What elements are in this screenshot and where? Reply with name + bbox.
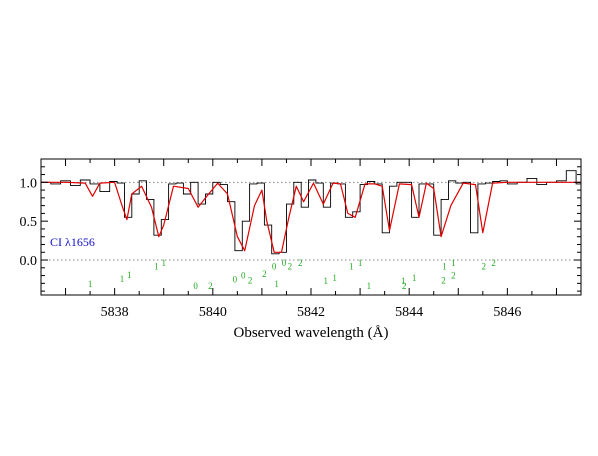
y-tick-label-1: 0.5 bbox=[20, 215, 38, 230]
x-axis-label: Observed wavelength (Å) bbox=[234, 325, 389, 341]
component-marker-6: 2 bbox=[208, 281, 213, 291]
component-marker-2: 1 bbox=[127, 270, 132, 280]
component-marker-23: 1 bbox=[412, 273, 417, 283]
component-marker-4: 1 bbox=[161, 258, 166, 268]
component-marker-25: 1 bbox=[442, 261, 447, 271]
component-marker-29: 2 bbox=[491, 258, 496, 268]
axes: 5838 5840 5842 5844 5846 0.0 0.5 1.0 bbox=[20, 158, 582, 320]
component-marker-21: 1 bbox=[401, 276, 406, 286]
x-tick-label-3: 5844 bbox=[395, 305, 423, 320]
component-marker-10: 2 bbox=[262, 269, 267, 279]
component-marker-9: 2 bbox=[248, 275, 253, 285]
component-marker-26: 2 bbox=[451, 271, 456, 281]
component-marker-5: 0 bbox=[193, 281, 198, 291]
component-marker-8: 0 bbox=[241, 271, 246, 281]
x-tick-label-2: 5842 bbox=[297, 305, 325, 320]
y-tick-label-0: 0.0 bbox=[20, 254, 38, 269]
y-tick-label-2: 1.0 bbox=[20, 176, 38, 191]
x-tick-label-0: 5838 bbox=[101, 305, 129, 320]
component-marker-22: 2 bbox=[402, 281, 407, 291]
reference-lines bbox=[41, 181, 581, 261]
ion-annotation-label: CI λ1656 bbox=[50, 235, 95, 249]
x-tick-label-1: 5840 bbox=[199, 305, 227, 320]
component-marker-15: 2 bbox=[298, 258, 303, 268]
component-marker-19: 1 bbox=[358, 258, 363, 268]
component-marker-18: 1 bbox=[349, 261, 354, 271]
component-marker-17: 1 bbox=[332, 273, 337, 283]
component-marker-0: 1 bbox=[88, 279, 93, 289]
component-marker-12: 0 bbox=[272, 261, 277, 271]
component-marker-16: 1 bbox=[323, 276, 328, 286]
component-marker-13: 0 bbox=[282, 258, 287, 268]
component-marker-3: 1 bbox=[154, 261, 159, 271]
x-tick-label-4: 5846 bbox=[493, 305, 521, 320]
component-marker-24: 2 bbox=[441, 275, 446, 285]
component-marker-28: 2 bbox=[482, 261, 487, 271]
component-marker-20: 1 bbox=[367, 281, 372, 291]
plot-frame bbox=[40, 158, 582, 296]
component-marker-27: 1 bbox=[451, 258, 456, 268]
component-marker-11: 1 bbox=[274, 279, 279, 289]
series-layer bbox=[41, 170, 581, 255]
component-marker-7: 0 bbox=[233, 275, 238, 285]
component-marker-1: 1 bbox=[120, 274, 125, 284]
component-marker-14: 2 bbox=[288, 261, 293, 271]
model-fit-series bbox=[41, 181, 581, 253]
